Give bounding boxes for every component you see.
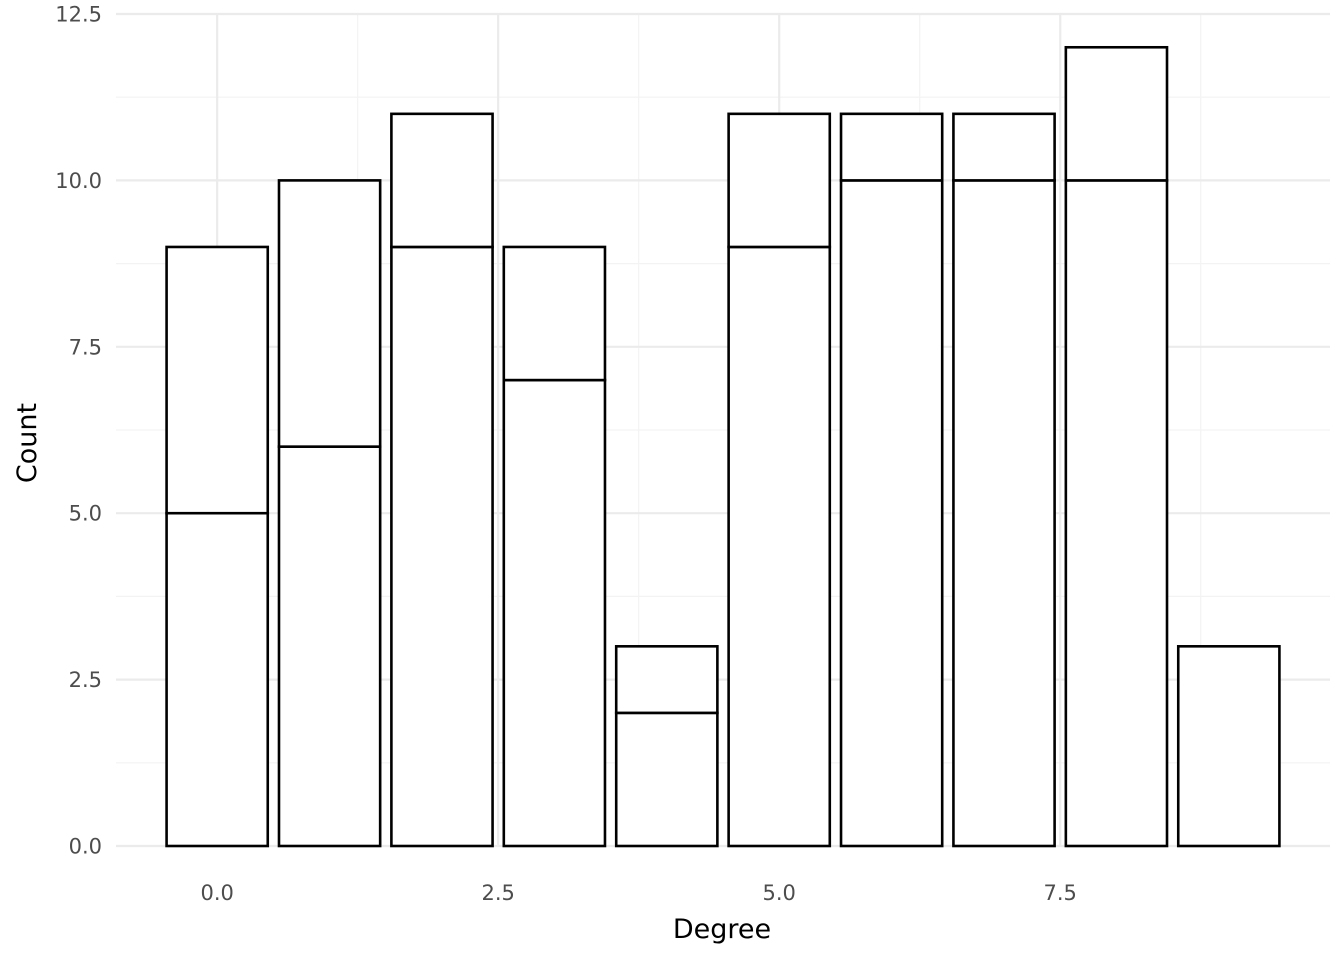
y-tick-label: 12.5 bbox=[55, 3, 102, 27]
bar-segment bbox=[277, 179, 382, 448]
y-tick-label: 2.5 bbox=[69, 668, 102, 692]
bar-segment bbox=[502, 245, 607, 382]
bar-segment bbox=[727, 245, 832, 848]
bar-segment bbox=[952, 179, 1056, 848]
x-axis-title: Degree bbox=[673, 914, 771, 945]
bar-segment bbox=[727, 112, 832, 249]
bar-segment bbox=[502, 378, 607, 848]
bar-segment bbox=[1064, 45, 1169, 182]
x-tick-label: 7.5 bbox=[1044, 881, 1077, 905]
bar-segment bbox=[839, 179, 944, 848]
bar-segment bbox=[165, 511, 270, 848]
x-tick-label: 5.0 bbox=[763, 881, 796, 905]
bar-segment bbox=[952, 112, 1056, 182]
x-tick-label: 0.0 bbox=[200, 881, 233, 905]
bar-segment bbox=[1064, 179, 1169, 848]
y-axis-title: Count bbox=[12, 403, 43, 483]
bar-segment bbox=[614, 645, 719, 715]
bar-segment bbox=[1176, 645, 1281, 848]
y-tick-label: 10.0 bbox=[55, 169, 102, 193]
y-tick-label: 5.0 bbox=[69, 502, 102, 526]
y-tick-label: 7.5 bbox=[69, 335, 102, 359]
bars bbox=[165, 45, 1281, 848]
bar-segment bbox=[390, 245, 494, 848]
bar-segment bbox=[277, 445, 382, 848]
x-tick-label: 2.5 bbox=[481, 881, 514, 905]
y-tick-label: 0.0 bbox=[69, 835, 102, 859]
bar-segment bbox=[614, 711, 719, 848]
x-axis-ticks: 0.0 2.5 5.0 7.5 bbox=[200, 881, 1076, 905]
bar-segment bbox=[839, 112, 944, 182]
y-axis-ticks: 0.0 2.5 5.0 7.5 10.0 12.5 bbox=[55, 3, 102, 859]
bar-segment bbox=[165, 245, 270, 515]
bar-segment bbox=[390, 112, 494, 249]
